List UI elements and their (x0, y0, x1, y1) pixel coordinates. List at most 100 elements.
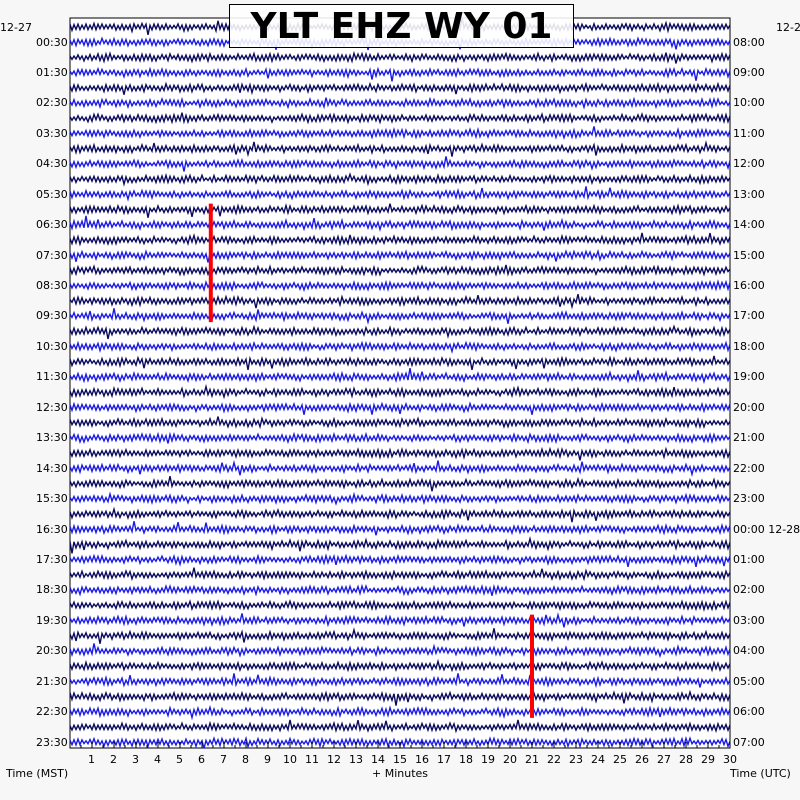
trace-row (69, 598, 731, 612)
x-tick-label: 18 (459, 753, 473, 766)
trace-row (69, 279, 731, 293)
trace-row (69, 367, 731, 385)
right-time-label: 22:00 (733, 461, 765, 475)
right-time-label: 05:00 (733, 674, 765, 688)
right-time-label: 18:00 (733, 339, 765, 353)
x-tick-label: 7 (220, 753, 227, 766)
left-time-label: 23:30 (36, 735, 68, 749)
right-time-label: 17:00 (733, 309, 765, 323)
x-tick-label: 9 (264, 753, 271, 766)
x-tick-label: 14 (371, 753, 385, 766)
left-time-label: 11:30 (36, 370, 68, 384)
trace-row (69, 627, 731, 644)
left-time-label: 18:30 (36, 583, 68, 597)
trace-row (69, 658, 731, 673)
trace-row (69, 521, 731, 536)
right-time-label: 00:00 12-28 (733, 522, 800, 536)
chart-title-box: YLT EHZ WY 01 (229, 4, 574, 48)
right-time-label: 21:00 (733, 431, 765, 445)
left-time-label: 01:30 (36, 65, 68, 79)
x-tick-label: 2 (110, 753, 117, 766)
right-time-label: 08:00 (733, 35, 765, 49)
right-time-label: 13:00 (733, 187, 765, 201)
right-time-label: 07:00 (733, 735, 765, 749)
x-tick-label: 6 (198, 753, 205, 766)
trace-row (69, 719, 731, 734)
left-time-label: 00:30 (36, 35, 68, 49)
x-tick-label: 15 (393, 753, 407, 766)
left-time-label: 07:30 (36, 248, 68, 262)
right-time-label: 03:00 (733, 613, 765, 627)
x-tick-label: 3 (132, 753, 139, 766)
x-tick-label: 24 (591, 753, 605, 766)
x-tick-label: 17 (437, 753, 451, 766)
right-time-label: 09:00 (733, 65, 765, 79)
x-tick-label: 26 (635, 753, 649, 766)
left-time-label: 15:30 (36, 492, 68, 506)
trace-row (69, 553, 731, 568)
x-tick-label: 19 (481, 753, 495, 766)
right-time-label: 20:00 (733, 400, 765, 414)
x-axis-ticks (69, 742, 731, 748)
event-markers (208, 203, 534, 718)
left-axis-label: Time (MST) (6, 767, 69, 780)
trace-row (69, 431, 731, 445)
left-time-label: 20:30 (36, 644, 68, 658)
right-time-label: 12:00 (733, 157, 765, 171)
trace-row (69, 673, 731, 689)
left-time-label: 17:30 (36, 552, 68, 566)
trace-row (69, 506, 731, 523)
x-tick-label: 13 (349, 753, 363, 766)
right-time-label: 19:00 (733, 370, 765, 384)
trace-row (69, 355, 731, 371)
x-tick-label: 12 (327, 753, 341, 766)
trace-row (69, 140, 731, 158)
trace-row (69, 96, 731, 110)
left-time-label: 06:30 (36, 218, 68, 232)
right-time-label: 23:00 (733, 492, 765, 506)
trace-row (69, 459, 731, 478)
x-axis-label: + Minutes (372, 767, 429, 780)
trace-row (69, 203, 731, 218)
left-time-label: 04:30 (36, 157, 68, 171)
right-time-label: 11:00 (733, 126, 765, 140)
left-time-label: 21:30 (36, 674, 68, 688)
trace-row (69, 81, 731, 96)
left-time-label: 09:30 (36, 309, 68, 323)
x-tick-label: 25 (613, 753, 627, 766)
x-tick-label: 11 (305, 753, 319, 766)
right-time-label: 04:00 (733, 644, 765, 658)
trace-row (69, 401, 731, 415)
trace-row (69, 264, 731, 277)
trace-row (69, 215, 731, 232)
trace-row (69, 491, 731, 506)
trace-row (69, 232, 731, 247)
trace-row (69, 383, 731, 400)
right-time-label: 06:00 (733, 705, 765, 719)
plot-frame (69, 17, 731, 749)
right-time-label: 10:00 (733, 96, 765, 110)
trace-row (69, 308, 731, 325)
trace-row (69, 536, 731, 554)
left-time-label: 05:30 (36, 187, 68, 201)
trace-row (69, 340, 731, 355)
chart-title: YLT EHZ WY 01 (250, 5, 553, 47)
left-time-label: 12:30 (36, 400, 68, 414)
trace-row (69, 50, 731, 64)
right-time-label: 01:00 (733, 552, 765, 566)
trace-row (69, 186, 731, 202)
right-time-label: 02:00 (733, 583, 765, 597)
x-tick-label: 21 (525, 753, 539, 766)
trace-row (69, 248, 731, 263)
x-tick-label: 29 (701, 753, 715, 766)
left-time-label: 13:30 (36, 431, 68, 445)
trace-row (69, 689, 731, 706)
trace-row (69, 126, 731, 141)
seismic-traces (69, 18, 731, 750)
trace-row (69, 416, 731, 430)
trace-row (69, 293, 731, 310)
x-tick-label: 22 (547, 753, 561, 766)
x-tick-label: 4 (154, 753, 161, 766)
right-time-label: 14:00 (733, 218, 765, 232)
